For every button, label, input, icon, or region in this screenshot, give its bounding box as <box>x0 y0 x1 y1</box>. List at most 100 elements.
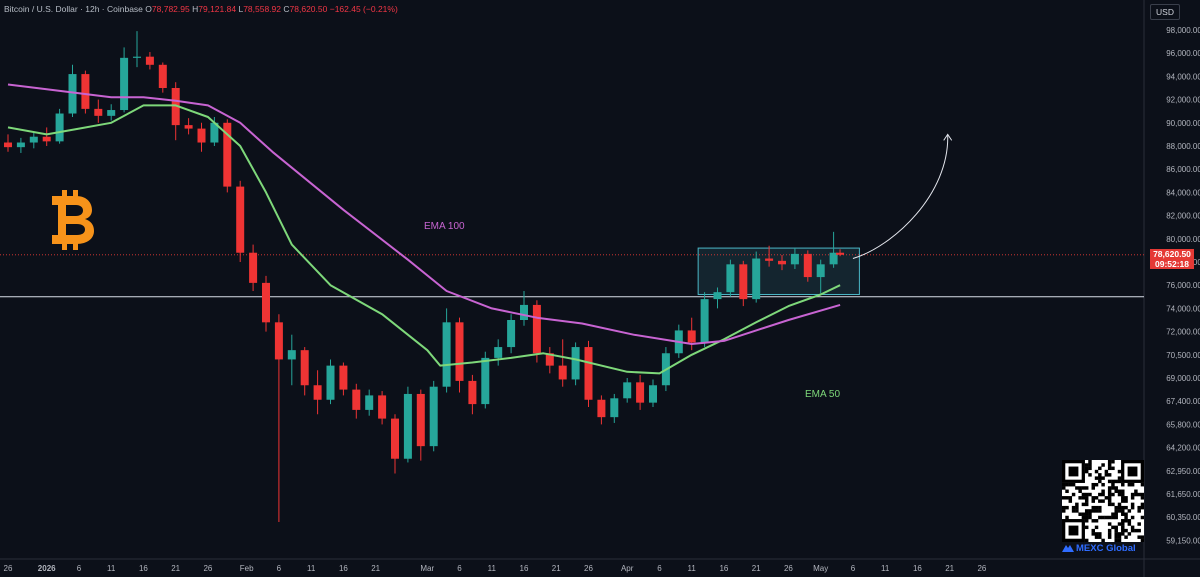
candle-body[interactable] <box>687 330 696 343</box>
price-tick-label: 86,000.00 <box>1166 165 1200 174</box>
currency-button[interactable]: USD <box>1150 4 1180 20</box>
candle-body[interactable] <box>133 56 141 58</box>
price-axis[interactable] <box>1144 0 1200 577</box>
candle-body[interactable] <box>326 365 335 400</box>
candle-body[interactable] <box>636 382 645 403</box>
candle-body[interactable] <box>94 108 103 116</box>
candle-body[interactable] <box>790 253 799 265</box>
candle-body[interactable] <box>300 350 309 386</box>
candle-body[interactable] <box>520 304 528 320</box>
price-tick-label: 59,150.00 <box>1166 536 1200 545</box>
candle-body[interactable] <box>571 347 580 380</box>
candle-body[interactable] <box>649 385 657 403</box>
candle-body[interactable] <box>236 186 245 253</box>
candle-body[interactable] <box>468 380 477 405</box>
candle-body[interactable] <box>16 142 25 148</box>
candle-body[interactable] <box>274 322 283 360</box>
candle-body[interactable] <box>287 350 296 360</box>
time-tick-label: Apr <box>621 564 634 573</box>
candle-body[interactable] <box>249 252 258 283</box>
bar-countdown: 09:52:18 <box>1154 258 1190 269</box>
candles-layer <box>4 31 845 523</box>
price-tick-label: 90,000.00 <box>1166 119 1200 128</box>
time-tick-label: 11 <box>488 564 497 573</box>
open-label: O <box>145 4 152 14</box>
candle-body[interactable] <box>352 389 361 410</box>
candle-body[interactable] <box>623 382 632 399</box>
candle-body[interactable] <box>836 252 845 255</box>
candle-body[interactable] <box>416 393 425 447</box>
candle-body[interactable] <box>262 282 270 323</box>
candle-body[interactable] <box>455 322 464 381</box>
low-value: 78,558.92 <box>243 4 282 14</box>
candle-body[interactable] <box>494 347 503 358</box>
candle-body[interactable] <box>765 258 774 261</box>
ema100-label: EMA 100 <box>424 221 465 232</box>
candle-body[interactable] <box>726 264 735 293</box>
candle-body[interactable] <box>339 365 348 390</box>
candle-body[interactable] <box>4 142 12 148</box>
candle-body[interactable] <box>107 110 116 116</box>
price-tick-label: 60,350.00 <box>1166 513 1200 522</box>
candle-body[interactable] <box>532 304 541 354</box>
bitcoin-logo-icon <box>46 188 96 257</box>
price-tick-label: 70,500.00 <box>1166 351 1200 360</box>
candle-body[interactable] <box>158 64 167 88</box>
candle-body[interactable] <box>391 418 399 459</box>
projection-arrow[interactable] <box>852 134 949 259</box>
high-value: 79,121.84 <box>198 4 237 14</box>
high-label: H <box>192 4 199 14</box>
candle-body[interactable] <box>507 320 516 348</box>
time-tick-label: 16 <box>520 564 529 573</box>
candle-body[interactable] <box>210 122 219 143</box>
candle-body[interactable] <box>481 357 490 405</box>
ema100-line[interactable] <box>7 83 841 345</box>
mexc-brand: MEXC Global <box>1062 543 1152 555</box>
candle-body[interactable] <box>184 125 193 129</box>
time-tick-label: May <box>813 564 828 573</box>
candle-body[interactable] <box>145 56 154 65</box>
last-price-value: 78,620.50 <box>1153 248 1191 259</box>
candle-body[interactable] <box>68 74 77 114</box>
time-tick-label: 21 <box>371 564 380 573</box>
candle-body[interactable] <box>378 395 387 419</box>
candle-body[interactable] <box>558 365 567 380</box>
candle-body[interactable] <box>223 122 232 187</box>
candle-body[interactable] <box>81 74 90 109</box>
candle-body[interactable] <box>584 347 593 400</box>
time-tick-label: 2026 <box>38 564 56 573</box>
candle-body[interactable] <box>313 385 322 400</box>
candle-body[interactable] <box>803 253 812 278</box>
candle-body[interactable] <box>816 264 825 278</box>
candle-body[interactable] <box>403 393 412 459</box>
candle-body[interactable] <box>752 258 761 300</box>
candle-body[interactable] <box>597 399 606 418</box>
projection-layer <box>852 133 953 259</box>
time-tick-label: 26 <box>4 564 13 573</box>
candle-body[interactable] <box>829 252 838 265</box>
candle-body[interactable] <box>610 398 619 418</box>
candle-body[interactable] <box>29 136 38 143</box>
candle-body[interactable] <box>120 57 129 111</box>
candle-body[interactable] <box>700 299 709 343</box>
candle-body[interactable] <box>365 395 374 410</box>
candle-body[interactable] <box>545 353 554 366</box>
symbol-title[interactable]: Bitcoin / U.S. Dollar · 12h · Coinbase <box>4 4 143 14</box>
ema50-label: EMA 50 <box>805 389 840 400</box>
low-label: L <box>238 4 244 14</box>
candle-body[interactable] <box>739 264 748 300</box>
price-tick-label: 69,000.00 <box>1166 374 1200 383</box>
candle-body[interactable] <box>55 113 64 142</box>
candle-body[interactable] <box>171 88 180 126</box>
candle-body[interactable] <box>713 292 722 300</box>
price-tick-label: 67,400.00 <box>1166 397 1200 406</box>
candle-body[interactable] <box>429 386 438 447</box>
candle-body[interactable] <box>778 260 786 265</box>
candle-body[interactable] <box>42 136 51 142</box>
candle-body[interactable] <box>197 128 206 143</box>
time-tick-label: 6 <box>851 564 856 573</box>
candle-body[interactable] <box>442 322 451 387</box>
